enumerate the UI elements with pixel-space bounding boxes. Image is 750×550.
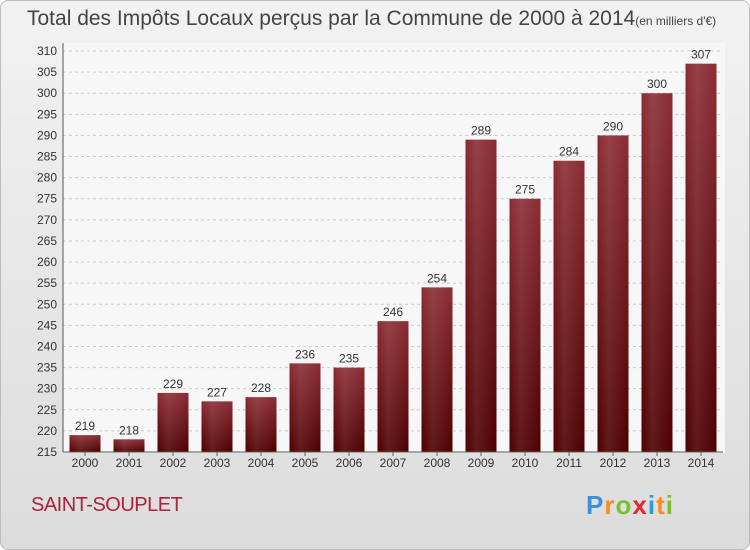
bar-value-label: 300 (647, 77, 667, 91)
bar-shine (157, 392, 189, 452)
bar-value-label: 246 (383, 305, 403, 319)
y-tick-label: 290 (37, 128, 57, 142)
y-tick-label: 275 (37, 192, 57, 206)
x-tick-label: 2007 (380, 456, 407, 470)
bar-shine (69, 435, 101, 452)
y-tick-label: 305 (37, 65, 57, 79)
y-tick-label: 265 (37, 234, 57, 248)
bar-shine (245, 397, 277, 452)
proxiti-logo[interactable]: Proxiti (586, 490, 674, 521)
bar-shine (113, 439, 145, 452)
bar-value-label: 236 (295, 347, 315, 361)
bar-shine (685, 63, 717, 453)
x-tick-label: 2002 (160, 456, 187, 470)
x-tick-label: 2001 (116, 456, 143, 470)
x-tick-label: 2011 (556, 456, 582, 470)
y-tick-label: 255 (37, 276, 57, 290)
axes-group: 2152202252302352402452502552602652702752… (37, 43, 723, 470)
y-tick-label: 225 (37, 403, 57, 417)
y-tick-label: 300 (37, 86, 57, 100)
logo-letter: o (615, 490, 633, 520)
commune-name: SAINT-SOUPLET (31, 494, 183, 516)
bar-shine (597, 135, 629, 452)
logo-letter: x (632, 490, 648, 520)
x-tick-label: 2008 (424, 456, 451, 470)
bar-value-label: 289 (471, 124, 491, 138)
logo-letter: P (586, 490, 605, 520)
bar-shine (421, 287, 453, 452)
bar-value-label: 284 (559, 145, 579, 159)
bar-shine (201, 401, 233, 452)
y-tick-label: 235 (37, 361, 57, 375)
logo-letter: i (647, 490, 657, 520)
x-tick-label: 2012 (600, 456, 627, 470)
y-tick-label: 280 (37, 171, 57, 185)
bar-shine (553, 160, 585, 452)
x-tick-label: 2005 (292, 456, 319, 470)
bar-value-label: 235 (339, 352, 359, 366)
bar-shine (509, 198, 541, 452)
bar-shine (465, 139, 497, 453)
bar-value-label: 254 (427, 271, 447, 285)
logo-letter: t (656, 490, 666, 520)
y-tick-label: 240 (37, 339, 57, 353)
bar-value-label: 219 (75, 419, 95, 433)
bar-value-label: 290 (603, 119, 623, 133)
bar-value-label: 275 (515, 183, 535, 197)
bar-shine (289, 363, 321, 452)
bar-shine (377, 321, 409, 452)
bar-value-label: 307 (691, 48, 711, 62)
bar-value-label: 229 (163, 377, 183, 391)
x-tick-label: 2006 (336, 456, 363, 470)
title-text: Total des Impôts Locaux perçus par la Co… (27, 7, 636, 30)
bar-value-label: 218 (119, 423, 139, 437)
y-tick-label: 220 (37, 424, 57, 438)
x-tick-label: 2013 (644, 456, 671, 470)
y-tick-label: 245 (37, 318, 57, 332)
title-unit: (en milliers d'€) (635, 14, 717, 28)
logo-letter: i (665, 490, 674, 520)
x-tick-label: 2009 (468, 456, 495, 470)
x-tick-label: 2014 (688, 456, 715, 470)
bar-shine (641, 93, 673, 453)
x-tick-label: 2000 (72, 456, 99, 470)
y-tick-label: 260 (37, 255, 57, 269)
y-tick-label: 310 (37, 44, 57, 58)
bar-value-label: 228 (251, 381, 271, 395)
y-tick-label: 230 (37, 382, 57, 396)
logo-letter: r (604, 490, 616, 520)
x-tick-label: 2003 (204, 456, 231, 470)
bars-group: 219 218 229 227 228 236 235 246 254 289 275 284 290 3… (69, 48, 717, 453)
y-tick-label: 250 (37, 297, 57, 311)
bar-value-label: 227 (207, 385, 227, 399)
y-tick-label: 215 (37, 445, 57, 459)
y-tick-label: 270 (37, 213, 57, 227)
bar-shine (333, 367, 365, 452)
x-tick-label: 2004 (248, 456, 275, 470)
y-tick-label: 285 (37, 150, 57, 164)
y-tick-label: 295 (37, 107, 57, 121)
x-tick-label: 2010 (512, 456, 539, 470)
chart-title: Total des Impôts Locaux perçus par la Co… (27, 7, 716, 31)
